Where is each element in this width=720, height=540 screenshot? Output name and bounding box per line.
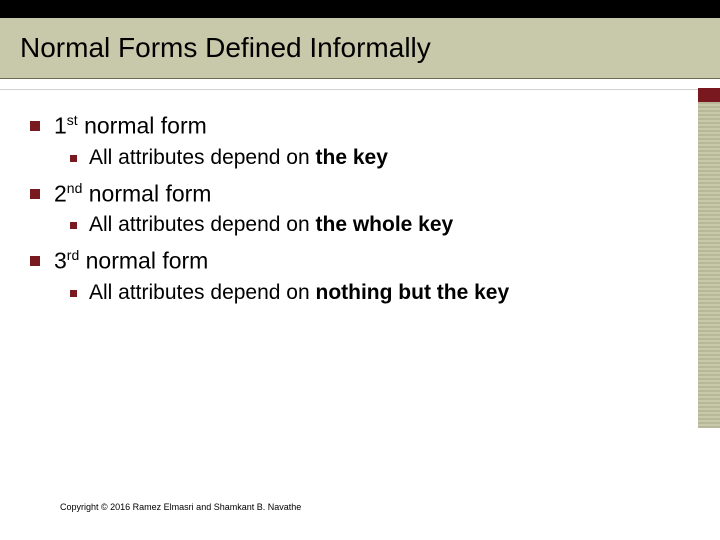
- list-item: 2nd normal form: [30, 180, 700, 208]
- square-bullet-icon: [30, 256, 40, 266]
- square-bullet-icon: [70, 222, 77, 229]
- slide: Normal Forms Defined Informally 1st norm…: [0, 0, 720, 540]
- list-item: 3rd normal form: [30, 247, 700, 275]
- square-bullet-icon: [30, 121, 40, 131]
- square-bullet-icon: [30, 189, 40, 199]
- list-subitem: All attributes depend on the key: [70, 146, 700, 170]
- list-item: 1st normal form: [30, 112, 700, 140]
- top-bar: [0, 0, 720, 18]
- list-item-label: 1st normal form: [54, 112, 207, 140]
- list-subitem-label: All attributes depend on nothing but the…: [89, 281, 509, 305]
- list-subitem: All attributes depend on the whole key: [70, 213, 700, 237]
- slide-title: Normal Forms Defined Informally: [20, 32, 700, 64]
- list-item-label: 3rd normal form: [54, 247, 208, 275]
- list-subitem: All attributes depend on nothing but the…: [70, 281, 700, 305]
- square-bullet-icon: [70, 155, 77, 162]
- title-band: Normal Forms Defined Informally: [0, 18, 720, 79]
- content-area: 1st normal form All attributes depend on…: [0, 90, 720, 305]
- list-item-label: 2nd normal form: [54, 180, 211, 208]
- list-subitem-label: All attributes depend on the whole key: [89, 213, 453, 237]
- square-bullet-icon: [70, 290, 77, 297]
- copyright-text: Copyright © 2016 Ramez Elmasri and Shamk…: [60, 502, 301, 512]
- list-subitem-label: All attributes depend on the key: [89, 146, 388, 170]
